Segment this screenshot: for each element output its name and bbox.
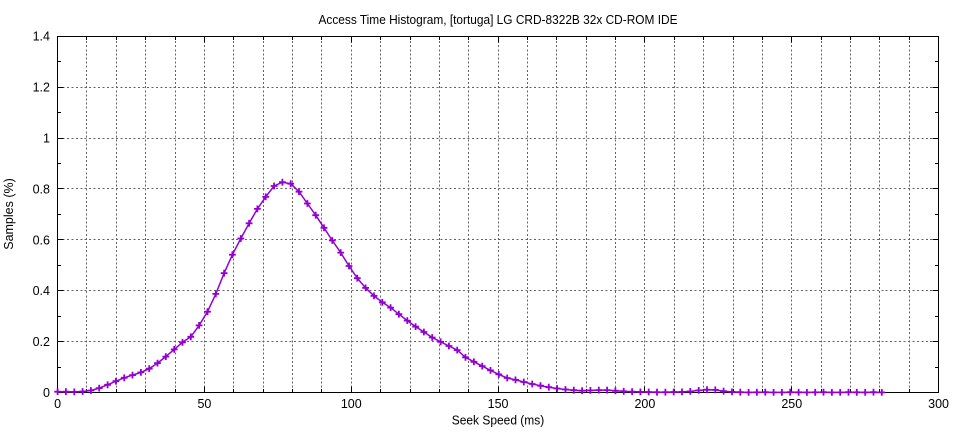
svg-text:1: 1: [43, 132, 50, 146]
svg-text:1.2: 1.2: [33, 81, 50, 95]
svg-text:1.4: 1.4: [33, 30, 50, 44]
svg-text:0: 0: [54, 397, 61, 411]
svg-text:200: 200: [634, 397, 655, 411]
svg-text:100: 100: [341, 397, 362, 411]
svg-text:50: 50: [197, 397, 211, 411]
svg-text:150: 150: [488, 397, 509, 411]
svg-text:0: 0: [43, 386, 50, 400]
svg-text:300: 300: [928, 397, 949, 411]
svg-text:Samples (%): Samples (%): [2, 178, 16, 250]
svg-text:0.8: 0.8: [33, 182, 50, 196]
svg-text:0.6: 0.6: [33, 233, 50, 247]
svg-text:0.4: 0.4: [33, 284, 50, 298]
svg-text:Seek Speed (ms): Seek Speed (ms): [452, 414, 545, 428]
svg-text:0.2: 0.2: [33, 335, 50, 349]
svg-text:250: 250: [781, 397, 802, 411]
svg-text:Access Time Histogram, [tortug: Access Time Histogram, [tortuga] LG CRD-…: [319, 12, 678, 27]
